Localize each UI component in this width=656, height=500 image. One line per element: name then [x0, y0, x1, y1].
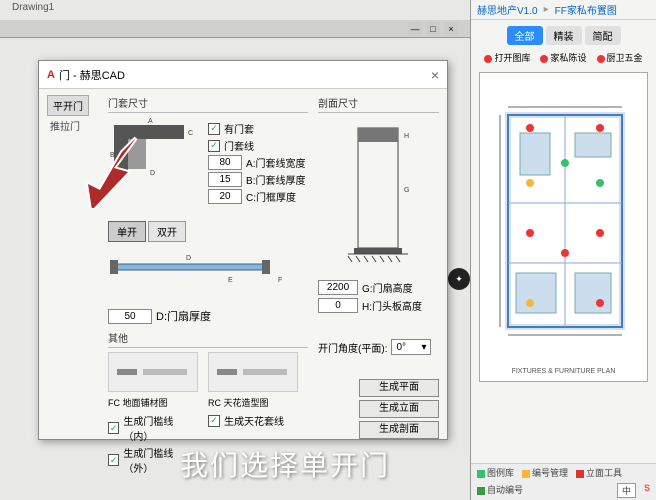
floorplan-icon — [480, 73, 650, 381]
tab-swing-door[interactable]: 平开门 — [47, 95, 89, 116]
checkbox-has-casing[interactable]: ✓ — [208, 123, 220, 135]
label-dim-a: A:门套线宽度 — [246, 155, 305, 170]
checkbox-casing-line-label: 门套线 — [224, 138, 254, 153]
checkbox-floor-inner-label: 生成门槛线（内） — [123, 413, 198, 443]
angle-select[interactable]: 0° ▾ — [391, 339, 431, 355]
door-leaf-diagram-icon: D E F — [108, 246, 308, 290]
label-dim-d: D:门扇厚度 — [156, 308, 211, 324]
toggle-double-door[interactable]: 双开 — [148, 221, 186, 242]
door-dialog: A 门 - 赫思CAD × 平开门 推拉门 门套尺寸 A C B D — [38, 60, 448, 440]
filter-3-button[interactable]: 简配 — [585, 26, 621, 45]
checkbox-casing-line[interactable]: ✓ — [208, 140, 220, 152]
svg-text:D: D — [186, 255, 191, 262]
input-dim-c[interactable]: 20 — [208, 189, 242, 204]
input-dim-b[interactable]: 15 — [208, 172, 242, 187]
svg-text:F: F — [278, 277, 282, 284]
checkbox-has-casing-label: 有门套 — [224, 121, 254, 136]
door-leaf-preview: D E F — [108, 246, 308, 306]
chevron-down-icon: ▾ — [421, 342, 426, 353]
side-panel: 赫思地产V1.0 ▸ FF家私布置图 全部 精装 简配 打开图库 家私陈设 厨卫… — [470, 0, 656, 500]
side-app-name[interactable]: 赫思地产V1.0 — [477, 2, 538, 17]
input-dim-h[interactable]: 0 — [318, 298, 358, 313]
label-dim-h: H:门头板高度 — [362, 298, 422, 313]
footer-item[interactable]: 图例库 — [477, 466, 514, 479]
filter-2-button[interactable]: 精装 — [546, 26, 582, 45]
dialog-title: 门 - 赫思CAD — [59, 67, 125, 83]
checkbox-floor-outer[interactable]: ✓ — [108, 454, 119, 466]
canvas-ruler — [0, 20, 470, 38]
app-logo-icon: A — [47, 69, 55, 81]
square-icon — [576, 470, 584, 478]
legend-item[interactable]: 家私陈设 — [540, 51, 586, 64]
angle-label: 开门角度(平面): — [318, 340, 387, 355]
square-icon — [477, 470, 485, 478]
generate-section-button[interactable]: 生成剖面 — [359, 421, 439, 439]
svg-text:D: D — [150, 170, 155, 177]
svg-text:H: H — [404, 133, 409, 140]
legend-item[interactable]: 打开图库 — [484, 51, 530, 64]
input-dim-a[interactable]: 80 — [208, 155, 242, 170]
group-section-size: 剖面尺寸 — [318, 95, 439, 113]
fc-preview-icon — [108, 352, 198, 392]
checkbox-floor-inner[interactable]: ✓ — [108, 422, 119, 434]
dialog-close-icon[interactable]: × — [431, 67, 439, 83]
svg-text:B: B — [110, 152, 115, 159]
generate-elevation-button[interactable]: 生成立面 — [359, 400, 439, 418]
label-dim-c: C:门框厚度 — [246, 189, 296, 204]
label-dim-g: G:门扇高度 — [362, 280, 413, 295]
compass-widget[interactable]: ✦ — [448, 268, 470, 290]
input-dim-d[interactable]: 50 — [108, 309, 152, 324]
ime-indicator[interactable]: 中 — [617, 483, 636, 498]
side-footer: 图例库 编号管理 立面工具 自动编号 中 S — [471, 463, 656, 500]
rc-preview-icon — [208, 352, 298, 392]
section-diagram-icon: G H — [338, 122, 418, 272]
group-casing-size: 门套尺寸 — [108, 95, 308, 113]
footer-item[interactable]: 立面工具 — [576, 466, 622, 479]
filter-all-button[interactable]: 全部 — [507, 26, 543, 45]
ime-icon[interactable]: S — [644, 483, 650, 498]
casing-preview: A C B D ✓ 有门套 ✓ 门套线 80 A: — [108, 117, 308, 217]
footer-item[interactable]: 自动编号 — [477, 483, 523, 498]
legend-dot-icon — [540, 55, 548, 63]
square-icon — [477, 487, 485, 495]
canvas-window-controls: — □ × — [408, 22, 458, 36]
svg-text:C: C — [188, 130, 193, 137]
input-dim-g[interactable]: 2200 — [318, 280, 358, 295]
checkbox-ceiling-label: 生成天花套线 — [224, 413, 284, 428]
document-tab[interactable]: Drawing1 — [12, 2, 54, 13]
legend-item[interactable]: 厨卫五金 — [597, 51, 643, 64]
angle-value: 0° — [396, 342, 406, 353]
square-icon — [522, 470, 530, 478]
legend-dot-icon — [484, 55, 492, 63]
generate-plan-button[interactable]: 生成平面 — [359, 379, 439, 397]
dialog-titlebar[interactable]: A 门 - 赫思CAD × — [39, 61, 447, 89]
plan-caption-text: FIXTURES & FURNITURE PLAN — [480, 368, 647, 375]
door-type-item[interactable]: 推拉门 — [47, 116, 98, 135]
tutorial-subtitle: 我们选择单开门 — [180, 444, 390, 484]
svg-text:G: G — [404, 187, 409, 194]
label-dim-b: B:门套线厚度 — [246, 172, 305, 187]
legend-dot-icon — [597, 55, 605, 63]
svg-text:E: E — [228, 277, 233, 284]
group-other: 其他 — [108, 330, 308, 348]
toggle-single-door[interactable]: 单开 — [108, 221, 146, 242]
close-icon[interactable]: × — [444, 22, 458, 36]
minimize-icon[interactable]: — — [408, 22, 422, 36]
fc-label: FC 地面铺材图 — [108, 396, 198, 409]
svg-text:A: A — [148, 118, 153, 125]
side-page-name[interactable]: FF家私布置图 — [555, 2, 617, 17]
footer-item[interactable]: 编号管理 — [522, 466, 568, 479]
maximize-icon[interactable]: □ — [426, 22, 440, 36]
rc-label: RC 天花造型图 — [208, 396, 298, 409]
section-preview: G H — [318, 117, 438, 277]
casing-diagram-icon: A C B D — [108, 117, 208, 213]
floorplan-thumbnail[interactable]: FIXTURES & FURNITURE PLAN — [479, 72, 648, 382]
checkbox-ceiling[interactable]: ✓ — [208, 415, 220, 427]
